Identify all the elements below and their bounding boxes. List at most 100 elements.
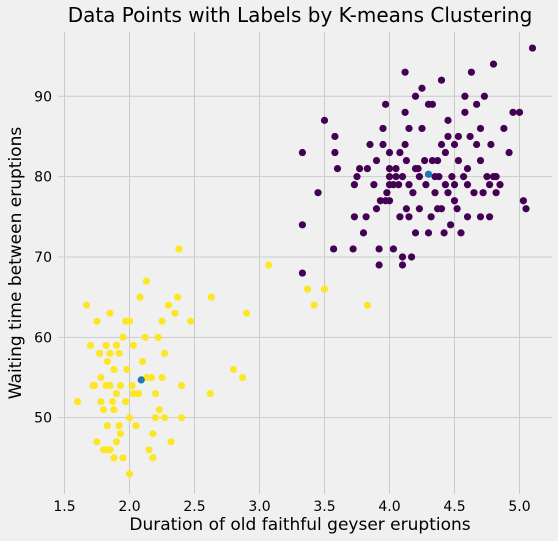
cluster-2-point xyxy=(97,373,105,382)
cluster-1-point xyxy=(376,197,384,205)
cluster-2-point xyxy=(207,293,215,301)
grid-lines xyxy=(58,32,552,494)
cluster-1-point xyxy=(396,148,404,157)
cluster-1-point xyxy=(398,261,407,269)
cluster-2-point xyxy=(161,414,169,422)
cluster-2-point xyxy=(142,277,150,285)
cluster-2-point xyxy=(206,389,214,398)
cluster-1-point xyxy=(435,173,443,181)
cluster-1-point xyxy=(457,229,465,237)
cluster-2-point xyxy=(109,398,117,406)
cluster-2-point xyxy=(158,317,166,325)
y-tick-label: 70 xyxy=(34,250,52,266)
cluster-1-point xyxy=(375,261,383,269)
cluster-2-point xyxy=(110,365,118,374)
cluster-1-point xyxy=(509,108,517,116)
cluster-1-point xyxy=(411,164,420,173)
cluster-2-point xyxy=(149,454,157,462)
cluster-2-point xyxy=(115,349,123,357)
cluster-1-point xyxy=(437,76,446,84)
cluster-1-point xyxy=(500,124,508,133)
cluster-1-point xyxy=(349,245,357,253)
cluster-1-point xyxy=(515,108,524,116)
cluster-1-point xyxy=(461,108,469,116)
cluster-1-point xyxy=(454,156,462,165)
cluster-1-point xyxy=(454,132,462,141)
cluster-1-point xyxy=(428,156,436,165)
cluster-2-point xyxy=(115,422,123,430)
cluster-1-point xyxy=(314,189,322,197)
cluster-1-point xyxy=(463,213,472,221)
cluster-1-point xyxy=(441,181,449,189)
cluster-1-point xyxy=(460,173,468,181)
cluster-1-point xyxy=(424,229,433,237)
cluster-1-point xyxy=(431,189,439,197)
cluster-1-point xyxy=(359,229,368,237)
y-axis-ticks: 50 60 70 80 90 xyxy=(34,89,52,426)
cluster-2-point xyxy=(119,454,127,462)
cluster-2-point xyxy=(122,317,130,325)
cluster-1-point xyxy=(427,213,435,221)
cluster-1-point xyxy=(298,221,306,229)
cluster-1-point xyxy=(528,44,537,52)
cluster-1-point xyxy=(415,173,423,181)
cluster-2-point xyxy=(125,414,134,422)
y-tick-label: 90 xyxy=(34,89,52,105)
y-tick-label: 80 xyxy=(34,170,52,186)
cluster-2-point xyxy=(136,293,144,301)
cluster-1-point xyxy=(396,213,404,221)
x-tick-label: 3.0 xyxy=(248,499,270,515)
cluster-2-point xyxy=(242,309,251,317)
cluster-2-point xyxy=(89,381,97,390)
cluster-2-point xyxy=(99,406,108,414)
cluster-1-point xyxy=(444,189,452,197)
cluster-2-point xyxy=(265,261,273,269)
cluster-2-point xyxy=(112,341,121,349)
cluster-1-point xyxy=(375,245,383,253)
centroid-point xyxy=(424,170,433,178)
cluster-1-point xyxy=(409,189,417,197)
cluster-2-point xyxy=(93,317,101,325)
cluster-2-point xyxy=(320,285,329,293)
cluster-2-point xyxy=(167,438,175,446)
cluster-1-point xyxy=(362,213,370,221)
cluster-1-point xyxy=(330,245,338,253)
cluster-2-point xyxy=(106,309,114,317)
cluster-1-point xyxy=(402,205,410,213)
cluster-2-point xyxy=(161,349,169,357)
cluster-1-point xyxy=(496,181,504,189)
x-axis-ticks: 1.5 2.0 2.5 3.0 3.5 4.0 4.5 5.0 xyxy=(53,499,530,515)
cluster-1-point xyxy=(395,181,403,189)
cluster-2-point xyxy=(151,414,160,422)
cluster-2-point xyxy=(122,398,130,406)
cluster-2-point xyxy=(116,430,124,438)
cluster-1-point xyxy=(350,213,358,221)
cluster-1-point xyxy=(421,156,429,165)
cluster-1-point xyxy=(486,181,494,189)
cluster-1-point xyxy=(453,205,461,213)
cluster-2-point xyxy=(141,333,149,341)
cluster-1-point xyxy=(408,253,416,261)
cluster-1-point xyxy=(389,181,397,189)
x-tick-label: 4.0 xyxy=(378,499,400,515)
cluster-2-point xyxy=(304,285,312,293)
cluster-2-point xyxy=(363,301,371,309)
cluster-2-point xyxy=(93,438,101,446)
y-tick-label: 60 xyxy=(34,330,52,346)
cluster-1-point xyxy=(382,197,390,205)
cluster-1-point xyxy=(461,92,469,100)
cluster-1-point xyxy=(383,189,391,197)
cluster-2-point xyxy=(135,389,143,398)
cluster-1-point xyxy=(356,164,364,173)
cluster-2-point xyxy=(145,446,153,454)
cluster-2-point xyxy=(125,470,134,478)
cluster-2-point xyxy=(106,381,114,390)
cluster-2-point xyxy=(103,357,111,366)
cluster-2-point xyxy=(106,349,114,357)
cluster-2-point xyxy=(132,422,140,430)
cluster-1-point xyxy=(320,116,329,124)
cluster-1-point xyxy=(487,140,495,149)
cluster-1-point xyxy=(398,253,407,261)
cluster-2-point xyxy=(73,398,82,406)
cluster-1-point xyxy=(382,100,390,108)
